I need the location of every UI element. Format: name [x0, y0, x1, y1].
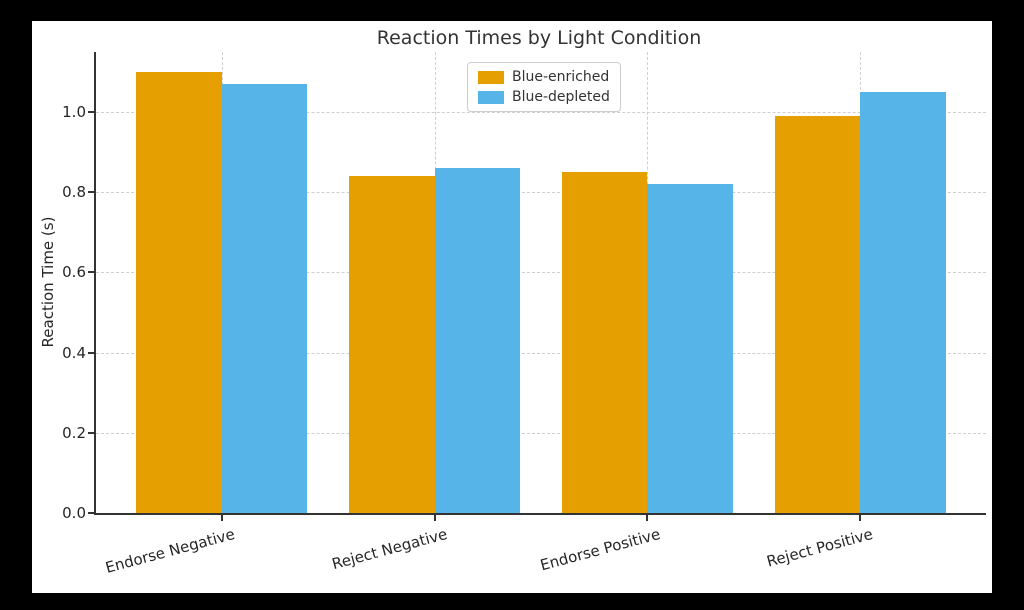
bar-blue-depleted-endorse-negative	[221, 84, 307, 513]
y-tick-mark	[88, 111, 94, 114]
legend-entry-blue-depleted: Blue-depleted	[478, 90, 610, 104]
x-tick-label: Reject Negative	[329, 525, 450, 574]
bar-blue-enriched-endorse-positive	[562, 172, 648, 513]
y-tick-label: 0.6	[62, 263, 86, 282]
y-axis-label: Reaction Time (s)	[39, 216, 57, 348]
bar-blue-depleted-reject-positive	[860, 92, 946, 513]
x-tick-mark	[220, 515, 223, 521]
y-tick-mark	[88, 351, 94, 354]
y-tick-mark	[88, 431, 94, 434]
legend-swatch-blue-enriched-icon	[478, 70, 504, 84]
y-tick-label: 0.4	[62, 343, 86, 362]
y-tick-label: 0.8	[62, 183, 86, 202]
bar-blue-enriched-endorse-negative	[136, 72, 222, 513]
horizontal-gridline	[96, 352, 986, 354]
horizontal-gridline	[96, 432, 986, 434]
legend: Blue-enriched Blue-depleted	[467, 62, 621, 112]
x-tick-mark	[859, 515, 862, 521]
bar-blue-enriched-reject-positive	[775, 116, 861, 513]
bar-blue-depleted-reject-negative	[434, 168, 520, 513]
chart-title: Reaction Times by Light Condition	[376, 27, 702, 49]
y-tick-mark	[88, 191, 94, 194]
x-tick-mark	[433, 515, 436, 521]
x-tick-label: Endorse Negative	[103, 525, 237, 577]
legend-entry-blue-enriched: Blue-enriched	[478, 70, 610, 84]
y-tick-label: 0.0	[62, 504, 86, 522]
bar-blue-enriched-reject-negative	[349, 176, 435, 513]
y-tick-mark	[88, 271, 94, 274]
x-tick-label: Reject Positive	[764, 525, 876, 571]
plot-area	[94, 52, 986, 515]
legend-label-blue-enriched: Blue-enriched	[512, 69, 610, 85]
x-tick-mark	[646, 515, 649, 521]
horizontal-gridline	[96, 272, 986, 274]
horizontal-gridline	[96, 112, 986, 114]
legend-swatch-blue-depleted-icon	[478, 90, 504, 104]
bar-blue-depleted-endorse-positive	[647, 184, 733, 513]
x-tick-label: Endorse Positive	[538, 525, 663, 575]
chart-figure: Reaction Times by Light Condition Reacti…	[32, 21, 992, 593]
horizontal-gridline	[96, 192, 986, 194]
y-tick-label: 1.0	[62, 103, 86, 122]
y-tick-label: 0.2	[62, 423, 86, 442]
y-tick-mark	[88, 512, 94, 514]
legend-label-blue-depleted: Blue-depleted	[512, 89, 610, 105]
